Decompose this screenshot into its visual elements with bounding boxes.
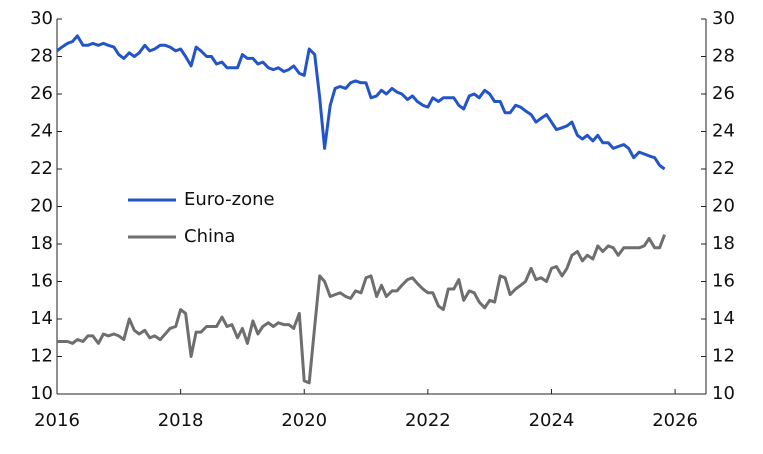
y-tick-label: 12	[30, 346, 53, 367]
legend-label: China	[184, 226, 235, 247]
y2-tick-label: 30	[712, 8, 735, 29]
y-tick-label: 24	[30, 121, 53, 142]
y-tick-label: 14	[30, 308, 53, 329]
x-tick-label: 2018	[158, 410, 204, 431]
y-tick-label: 18	[30, 233, 53, 254]
x-tick-label: 2020	[281, 410, 327, 431]
y2-tick-label: 22	[712, 158, 735, 179]
y2-tick-label: 14	[712, 308, 735, 329]
y2-tick-label: 12	[712, 346, 735, 367]
x-tick-label: 2016	[34, 410, 80, 431]
y-tick-label: 22	[30, 158, 53, 179]
y-tick-label: 28	[30, 46, 53, 67]
y2-tick-label: 18	[712, 233, 735, 254]
y-tick-label: 16	[30, 271, 53, 292]
x-tick-label: 2022	[405, 410, 451, 431]
y2-tick-label: 20	[712, 196, 735, 217]
series-line	[57, 234, 667, 385]
y2-tick-label: 16	[712, 271, 735, 292]
x-tick-label: 2024	[529, 410, 575, 431]
x-tick-label: 2026	[652, 410, 698, 431]
y2-tick-label: 10	[712, 383, 735, 404]
y2-tick-label: 28	[712, 46, 735, 67]
y2-tick-label: 24	[712, 121, 735, 142]
y2-tick-label: 26	[712, 83, 735, 104]
y-tick-label: 20	[30, 196, 53, 217]
legend-label: Euro-zone	[184, 189, 275, 210]
y-tick-label: 26	[30, 83, 53, 104]
y-tick-label: 30	[30, 8, 53, 29]
y-tick-label: 10	[30, 383, 53, 404]
series-line	[56, 34, 666, 171]
